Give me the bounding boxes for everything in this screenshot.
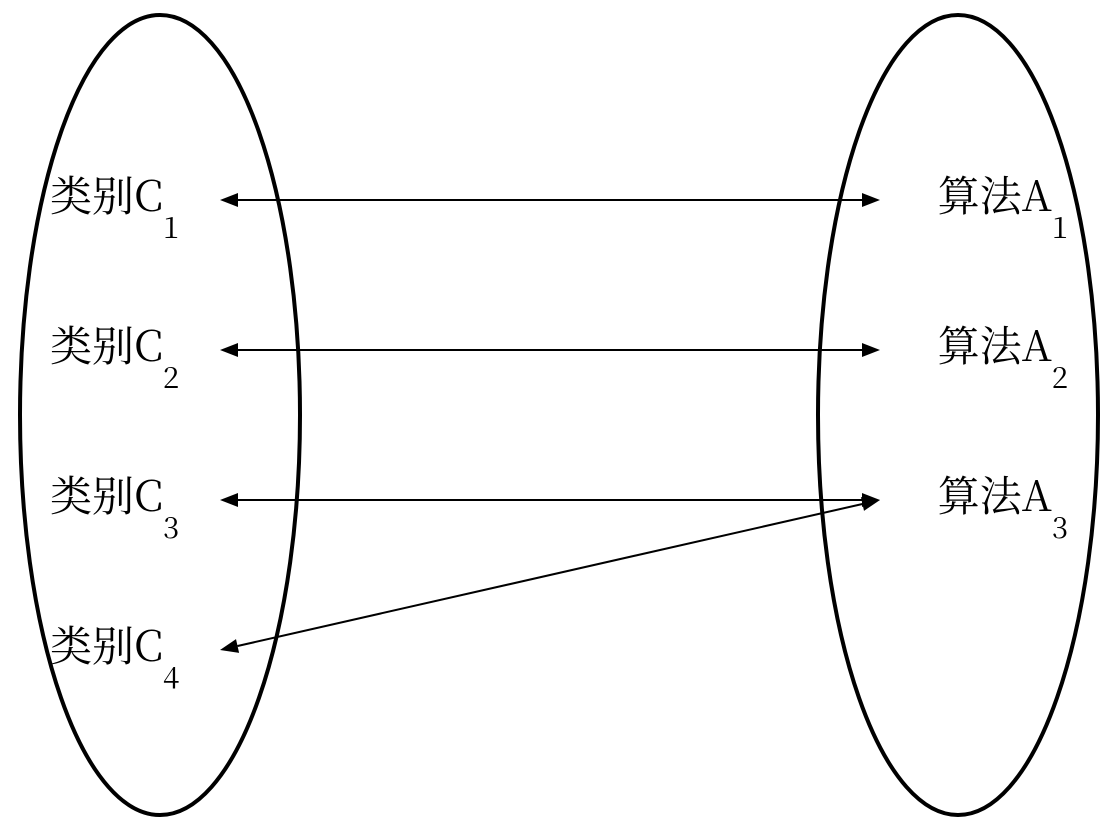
labels-layer: 类别C1类别C2类别C3类别C4算法A1算法A2算法A3 [50,164,1068,697]
right-set-ellipse [818,15,1098,815]
ellipses-layer [20,15,1098,815]
arrowhead-icon [220,639,239,653]
edge-c1-a1 [220,193,880,207]
label-subscript: 1 [1052,205,1068,247]
arrowhead-icon [220,193,238,207]
label-prefix: 类别C [50,614,163,674]
label-prefix: 类别C [50,314,163,374]
edge-c3-a3 [220,493,880,507]
label-subscript: 2 [163,355,179,397]
arrowhead-icon [220,493,238,507]
category-c3-label: 类别C3 [50,464,179,547]
edge-c2-a2 [220,343,880,357]
arrowhead-icon [862,343,880,357]
bipartite-mapping-diagram: 类别C1类别C2类别C3类别C4算法A1算法A2算法A3 [0,0,1118,831]
label-prefix: 算法A [938,314,1052,374]
label-prefix: 类别C [50,464,163,524]
algorithm-a1-label: 算法A1 [938,164,1068,247]
edge-line [238,504,863,646]
label-subscript: 3 [1052,505,1068,547]
algorithm-a3-label: 算法A3 [938,464,1068,547]
label-prefix: 算法A [938,164,1052,224]
arrowhead-icon [862,193,880,207]
label-subscript: 1 [163,205,179,247]
category-c4-label: 类别C4 [50,614,179,697]
category-c2-label: 类别C2 [50,314,179,397]
label-prefix: 算法A [938,464,1052,524]
edges-layer [220,193,880,653]
algorithm-a2-label: 算法A2 [938,314,1068,397]
label-subscript: 3 [163,505,179,547]
category-c1-label: 类别C1 [50,164,179,247]
arrowhead-icon [220,343,238,357]
label-subscript: 4 [163,655,179,697]
left-set-ellipse [20,15,300,815]
label-prefix: 类别C [50,164,163,224]
edge-c4-a3 [220,497,880,653]
label-subscript: 2 [1052,355,1068,397]
